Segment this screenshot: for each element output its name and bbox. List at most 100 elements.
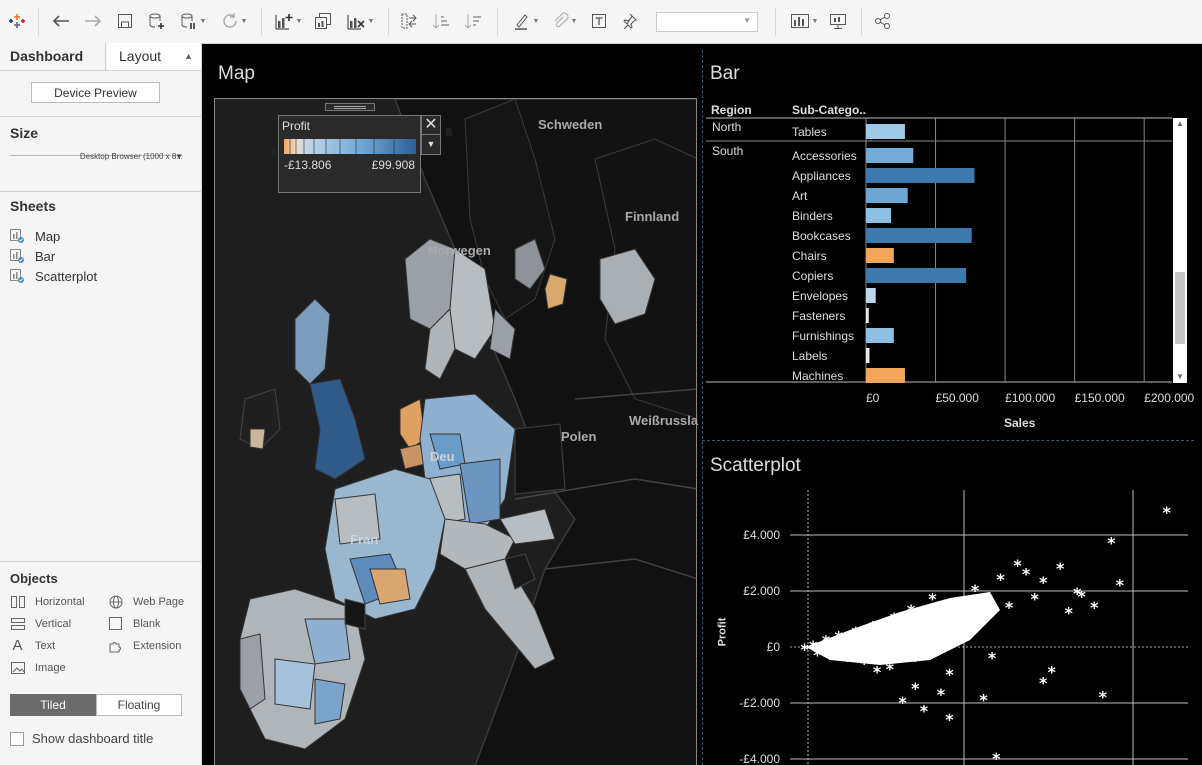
map-label-weissrussland: Weißrussla xyxy=(629,413,699,428)
scatter-point: * xyxy=(843,648,852,667)
sheet-label: Scatterplot xyxy=(35,268,98,284)
map-view[interactable] xyxy=(214,98,697,765)
legend-max: £99.908 xyxy=(371,158,415,172)
scroll-down-icon[interactable]: ▼ xyxy=(1176,372,1184,381)
bar-category-label: Furnishings xyxy=(792,329,854,343)
europe-map xyxy=(239,99,696,765)
tableau-logo-icon[interactable] xyxy=(6,8,28,34)
share-icon[interactable] xyxy=(872,8,894,34)
sheet-label: Map xyxy=(35,228,61,244)
presentation-icon[interactable] xyxy=(827,8,849,34)
scatter-point: * xyxy=(852,623,861,642)
show-me-icon[interactable]: ▼ xyxy=(786,8,822,34)
show-dashboard-title-checkbox[interactable]: Show dashboard title xyxy=(10,731,153,746)
new-data-source-icon[interactable] xyxy=(146,8,168,34)
legend-close-icon[interactable]: ✕ xyxy=(421,115,441,135)
redo-icon[interactable] xyxy=(82,8,104,34)
new-worksheet-icon[interactable]: ▼ xyxy=(270,8,306,34)
swap-icon[interactable] xyxy=(398,8,420,34)
scatter-point: * xyxy=(813,646,822,665)
vertical-icon xyxy=(10,617,25,630)
legend-min: -£13.806 xyxy=(284,158,332,172)
map-label-finnland: Finnland xyxy=(625,209,680,224)
tab-layout[interactable]: Layout ▲ xyxy=(107,43,201,70)
map-label-polen: Polen xyxy=(561,429,597,444)
bar xyxy=(866,248,894,263)
legend-color-ramp xyxy=(284,139,416,154)
pause-updates-icon[interactable]: ▼ xyxy=(176,8,210,34)
object-label: Web Page xyxy=(133,595,185,608)
scatter-point: * xyxy=(1107,534,1116,553)
sheet-item-map[interactable]: Map xyxy=(10,227,60,245)
profit-legend[interactable]: Profit -£13.806 £99.908 xyxy=(278,115,421,193)
object-label: Image xyxy=(35,661,66,674)
scroll-thumb[interactable] xyxy=(1175,272,1185,344)
bar-category-label: Bookcases xyxy=(792,229,851,243)
worksheet-icon xyxy=(10,229,24,243)
tab-dashboard-label: Dashboard xyxy=(10,48,84,64)
scatter-point: * xyxy=(945,710,954,729)
legend-menu-icon[interactable]: ▼ xyxy=(421,135,441,155)
device-preview-button[interactable]: Device Preview xyxy=(31,82,160,103)
object-extension[interactable]: Extension xyxy=(108,639,181,652)
scatter-cluster xyxy=(806,592,1000,665)
object-label: Text xyxy=(35,639,56,652)
bar xyxy=(866,148,914,163)
sort-ascending-icon[interactable] xyxy=(430,8,452,34)
worksheet-icon xyxy=(10,249,24,263)
object-image[interactable]: Image xyxy=(10,661,66,674)
show-title-label: Show dashboard title xyxy=(32,731,154,746)
tab-dashboard[interactable]: Dashboard xyxy=(0,43,106,70)
duplicate-sheet-icon[interactable] xyxy=(312,8,334,34)
sort-descending-icon[interactable] xyxy=(462,8,484,34)
bar-chart[interactable]: £0 £50.000 £100.000 £150.000 £200.000 Tables A… xyxy=(0,0,1202,440)
object-label: Extension xyxy=(133,639,182,652)
sheet-item-scatterplot[interactable]: Scatterplot xyxy=(10,267,97,285)
object-vertical[interactable]: Vertical xyxy=(10,617,71,630)
worksheet-icon xyxy=(10,269,24,283)
image-icon xyxy=(10,661,25,674)
undo-icon[interactable] xyxy=(50,8,72,34)
scatter-point: * xyxy=(860,654,869,673)
scroll-up-icon[interactable]: ▲ xyxy=(1176,119,1184,128)
scrollbar[interactable]: ▲ ▼ xyxy=(1173,118,1187,383)
pin-icon[interactable] xyxy=(618,8,640,34)
scatter-point: * xyxy=(996,570,1005,589)
object-web-page[interactable]: Web Page xyxy=(108,595,184,608)
scatter-point: * xyxy=(1005,598,1014,617)
scatter-point: * xyxy=(937,685,946,704)
highlight-icon[interactable]: ▼ xyxy=(508,8,544,34)
col-header-subcategory: Sub-Catego.. xyxy=(792,103,866,117)
size-select[interactable]: Desktop Browser (1000 x 8... ▼ xyxy=(10,150,183,161)
fit-select[interactable]: ▼ xyxy=(656,12,758,32)
floating-button[interactable]: Floating xyxy=(96,694,182,716)
scatter-point: * xyxy=(1090,598,1099,617)
map-label-schweden: Schweden xyxy=(538,117,603,132)
globe-icon xyxy=(108,595,123,608)
labels-icon[interactable] xyxy=(588,8,610,34)
tiled-button[interactable]: Tiled xyxy=(10,694,96,716)
sheet-item-bar[interactable]: Bar xyxy=(10,247,55,265)
group-icon[interactable]: ▼ xyxy=(546,8,582,34)
dashboard-sidebar: Dashboard Layout ▲ Device Preview Size De… xyxy=(0,43,202,765)
scatter-point: * xyxy=(826,643,835,662)
scatter-tick-label: -£2.000 xyxy=(739,696,780,710)
size-heading: Size xyxy=(10,125,39,141)
legend-title: Profit xyxy=(282,119,311,133)
object-horizontal[interactable]: Horizontal xyxy=(10,595,85,608)
bar xyxy=(866,288,876,303)
object-blank[interactable]: Blank xyxy=(108,617,161,630)
drag-handle[interactable] xyxy=(325,103,375,111)
refresh-icon[interactable]: ▼ xyxy=(216,8,252,34)
scatter-point: * xyxy=(1056,559,1065,578)
scatter-point: * xyxy=(1013,556,1022,575)
clear-sheet-icon[interactable]: ▼ xyxy=(342,8,378,34)
scatter-point: * xyxy=(954,595,963,614)
bar-tick-label: £200.000 xyxy=(1144,391,1194,405)
scatter-point: * xyxy=(907,601,916,620)
scatter-tick-label: £2.000 xyxy=(743,584,780,598)
bar-title: Bar xyxy=(710,63,740,84)
object-text[interactable]: A Text xyxy=(10,637,56,654)
save-icon[interactable] xyxy=(114,8,136,34)
